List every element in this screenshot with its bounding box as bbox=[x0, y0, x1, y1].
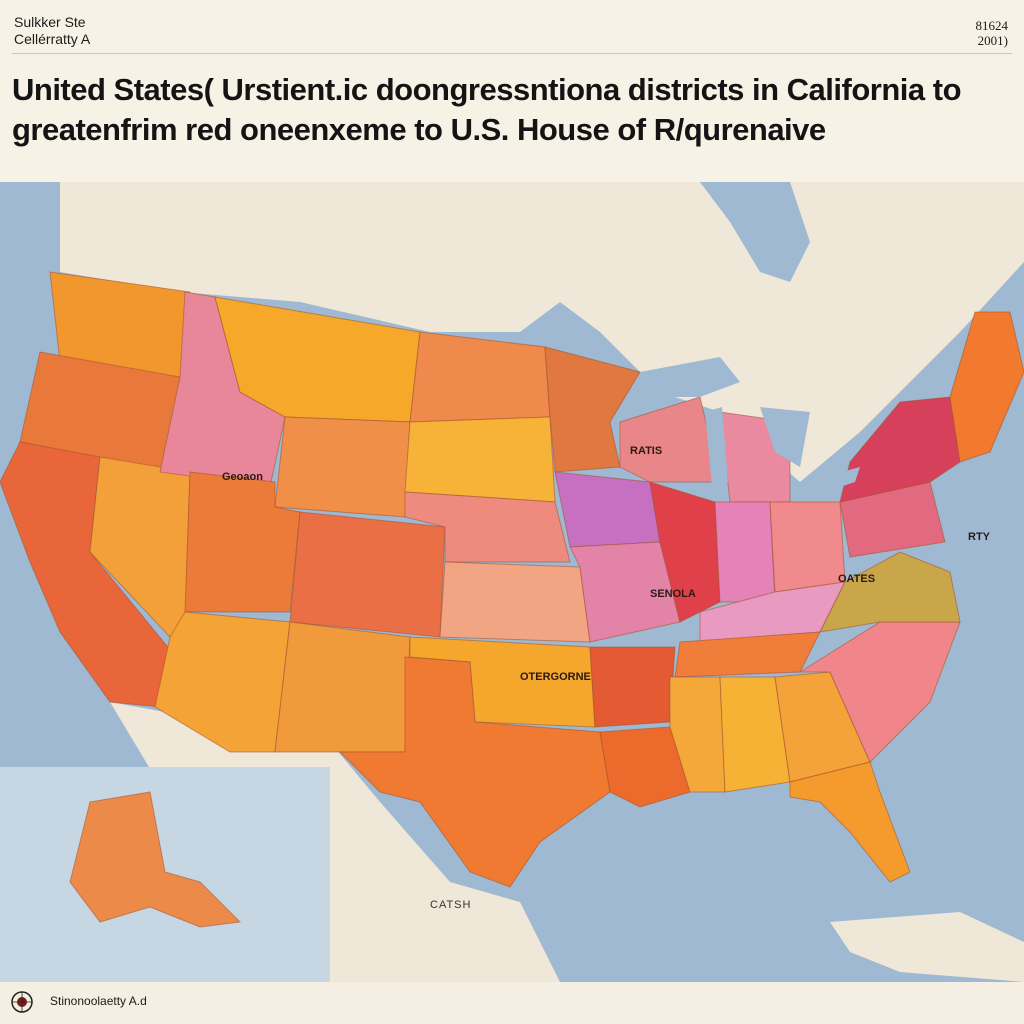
state-north-dakota bbox=[409, 331, 551, 423]
state-texas bbox=[338, 656, 611, 888]
state-wyoming bbox=[274, 416, 411, 518]
state-colorado bbox=[289, 511, 446, 638]
state-mississippi bbox=[669, 676, 726, 793]
lake-superior bbox=[640, 357, 740, 397]
label-midwest: RATIS bbox=[630, 445, 662, 457]
label-missouri: SENOLA bbox=[650, 588, 696, 600]
publisher-block: Sulkker Ste Cellérratty A bbox=[14, 14, 90, 48]
edition-block: 81624 2001) bbox=[976, 18, 1009, 48]
state-iowa bbox=[554, 471, 661, 548]
publisher-line-2: Cellérratty A bbox=[14, 31, 91, 47]
publisher-line-1: Sulkker Ste bbox=[14, 14, 86, 30]
map-header: Sulkker Ste Cellérratty A 81624 2001) Un… bbox=[0, 0, 1024, 182]
footer-credit: Stinonoolaetty A.d bbox=[50, 994, 147, 1008]
state-new-mexico bbox=[274, 621, 411, 753]
hudson-bay bbox=[700, 182, 810, 282]
edition-line-2: 2001) bbox=[977, 33, 1008, 48]
state-new-england bbox=[949, 311, 1024, 463]
title-line-1: United States( Urstient.ic doongressntio… bbox=[12, 72, 962, 107]
us-map-svg: Geoaon RATIS SENOLA OTERGORNE OATES RTY … bbox=[0, 182, 1024, 982]
lake-michigan bbox=[705, 407, 728, 487]
state-missouri bbox=[569, 541, 681, 643]
state-alaska bbox=[69, 791, 242, 928]
state-kansas bbox=[439, 561, 591, 643]
map-title: United States( Urstient.ic doongressntio… bbox=[12, 70, 1012, 150]
header-divider bbox=[12, 53, 1012, 54]
state-louisiana bbox=[599, 726, 691, 808]
state-south-dakota bbox=[404, 416, 556, 503]
state-virginia bbox=[819, 551, 961, 633]
title-line-2: greatenfrim red oneenxeme to U.S. House … bbox=[12, 112, 826, 147]
map-footer: Stinonoolaetty A.d bbox=[0, 982, 1024, 1024]
label-delaware: RTY bbox=[968, 531, 991, 543]
states-layer bbox=[0, 271, 1024, 928]
edition-line-1: 81624 bbox=[975, 18, 1009, 33]
us-map: Geoaon RATIS SENOLA OTERGORNE OATES RTY … bbox=[0, 182, 1024, 982]
state-wisconsin bbox=[619, 396, 721, 483]
seal-icon bbox=[11, 991, 33, 1013]
great-lakes bbox=[640, 357, 860, 497]
state-indiana bbox=[714, 501, 776, 603]
lake-huron bbox=[760, 407, 810, 467]
state-florida bbox=[789, 761, 911, 883]
label-idaho-area: Geoaon bbox=[222, 471, 263, 483]
caribbean-land bbox=[830, 912, 1024, 982]
label-gulf: CATSH bbox=[430, 899, 471, 911]
state-ohio bbox=[769, 501, 846, 593]
lake-erie bbox=[805, 467, 860, 497]
label-oklahoma: OTERGORNE bbox=[520, 671, 591, 683]
state-arkansas bbox=[589, 646, 676, 728]
label-virginia: OATES bbox=[838, 573, 875, 585]
